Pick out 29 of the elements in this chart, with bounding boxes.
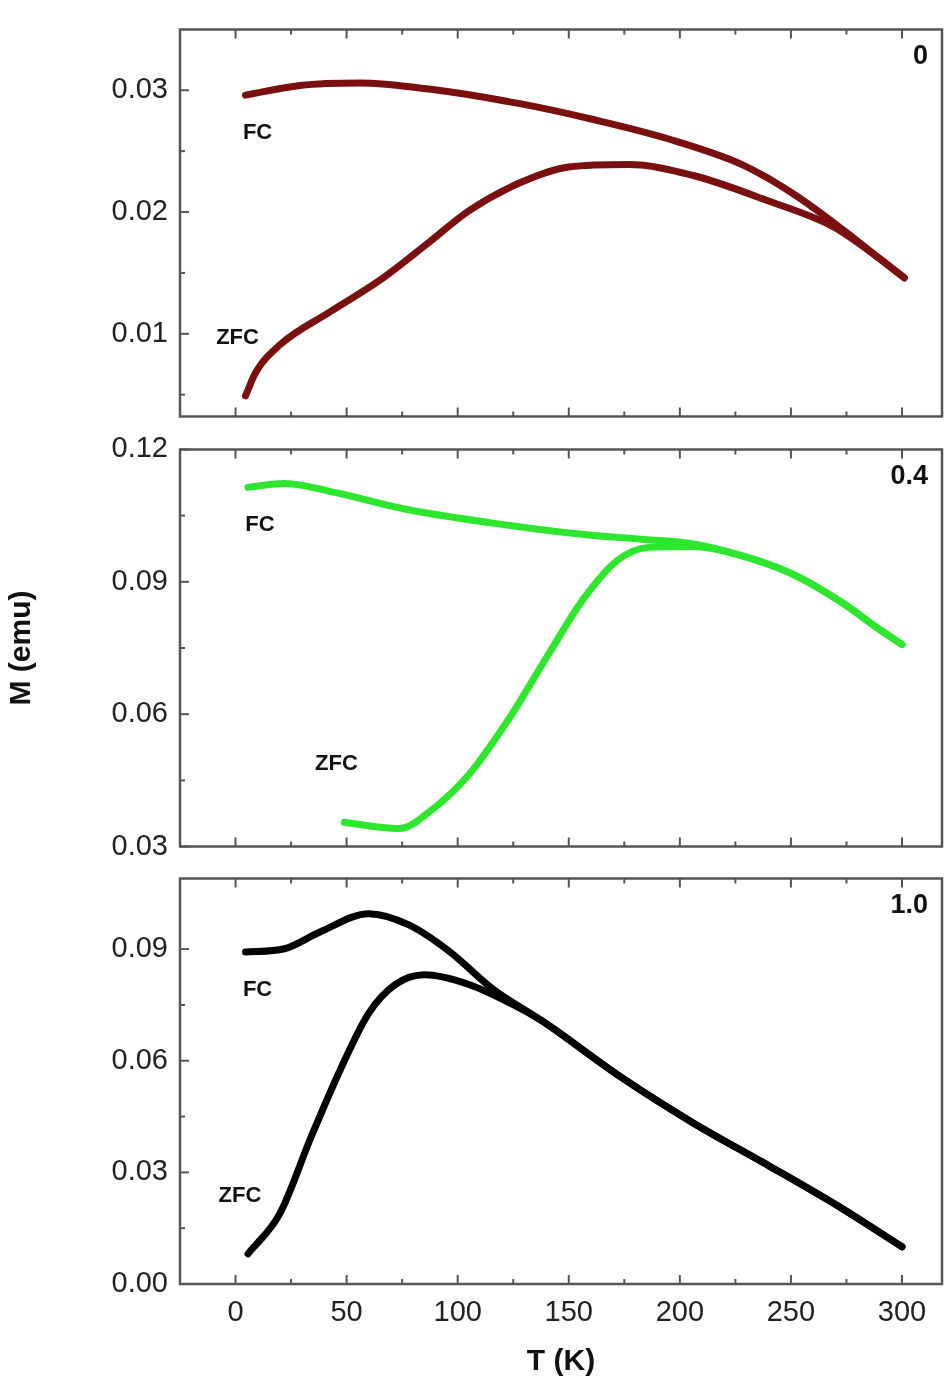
y-tick-label: 0.06 [111, 696, 168, 729]
annotation: 0 [912, 40, 928, 71]
x-tick-label: 300 [877, 1295, 927, 1328]
y-tick-label: 0.09 [111, 563, 168, 596]
annotation: 0.4 [890, 460, 928, 491]
y-tick-label: 0.01 [111, 315, 168, 348]
x-axis-title: T (K) [526, 1343, 596, 1377]
y-tick-label: 0.12 [111, 431, 168, 464]
y-tick-label: 0.02 [111, 194, 168, 227]
series-label: ZFC [216, 323, 260, 349]
x-tick-label: 50 [330, 1295, 363, 1328]
y-tick-label: 0.00 [111, 1266, 168, 1298]
series-label: ZFC [218, 1181, 262, 1207]
series-label: FC [245, 511, 275, 537]
text: ZFC [315, 750, 358, 776]
x-tick-label: 100 [433, 1295, 482, 1328]
y-tick-label: 0.06 [111, 1042, 168, 1075]
x-tick-label: 250 [766, 1295, 816, 1328]
series-label: FC [242, 119, 273, 145]
x-tick-label: 150 [544, 1295, 593, 1328]
y-tick-label: 0.03 [111, 1154, 168, 1187]
annotation: 1.0 [890, 889, 928, 920]
y-tick-label: 0.09 [111, 931, 168, 964]
x-tick-label: 200 [655, 1295, 705, 1328]
y-tick-label: 0.03 [111, 828, 168, 861]
x-tick-label: 0 [227, 1295, 244, 1328]
y-tick-label: 0.03 [111, 72, 168, 105]
series-label: FC [242, 976, 273, 1002]
y-axis-title: M (emu) [3, 590, 37, 706]
